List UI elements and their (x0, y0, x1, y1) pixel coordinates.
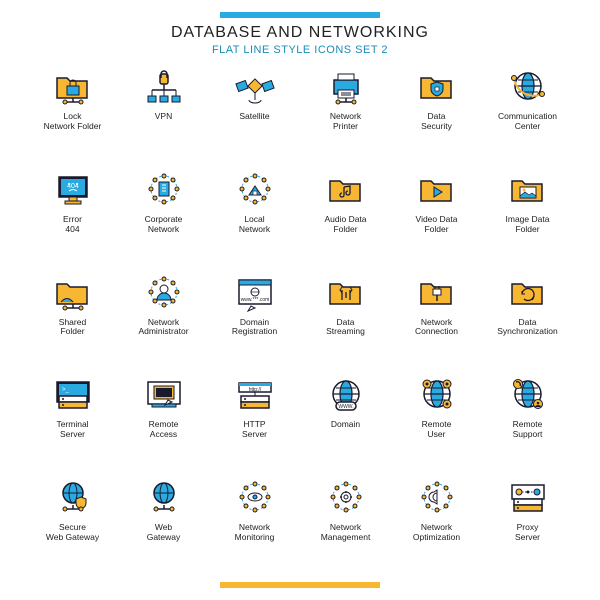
icon-label: Error 404 (63, 215, 82, 235)
icon-cell: Lock Network Folder (30, 66, 115, 163)
icon-label: Lock Network Folder (44, 112, 102, 132)
bottom-accent-bar (220, 582, 380, 588)
http-server-icon (231, 374, 279, 418)
video-data-folder-icon (413, 169, 461, 213)
icon-cell: Network Optimization (394, 477, 479, 574)
network-optimization-icon (413, 477, 461, 521)
remote-user-icon (413, 374, 461, 418)
icon-cell: Communication Center (485, 66, 570, 163)
local-network-icon (231, 169, 279, 213)
icon-label: Domain (331, 420, 360, 430)
icon-cell: Web Gateway (121, 477, 206, 574)
icon-cell: Image Data Folder (485, 169, 570, 266)
icon-cell: Audio Data Folder (303, 169, 388, 266)
network-administrator-icon (140, 272, 188, 316)
icon-cell: Data Streaming (303, 272, 388, 369)
image-data-folder-icon (504, 169, 552, 213)
icon-cell: Video Data Folder (394, 169, 479, 266)
icon-cell: Satellite (212, 66, 297, 163)
remote-access-icon (140, 374, 188, 418)
icon-label: Proxy Server (515, 523, 540, 543)
icon-cell: Shared Folder (30, 272, 115, 369)
audio-data-folder-icon (322, 169, 370, 213)
network-connection-icon (413, 272, 461, 316)
page-subtitle: FLAT LINE STYLE ICONS SET 2 (212, 44, 388, 56)
icon-cell: Secure Web Gateway (30, 477, 115, 574)
icon-label: Secure Web Gateway (46, 523, 99, 543)
icon-label: Shared Folder (59, 318, 86, 338)
network-printer-icon (322, 66, 370, 110)
icon-cell: Terminal Server (30, 374, 115, 471)
icon-grid: Lock Network Folder VPN Satellite Network P… (30, 66, 570, 574)
icon-cell: Network Printer (303, 66, 388, 163)
icon-cell: Error 404 (30, 169, 115, 266)
icon-label: Data Security (421, 112, 452, 132)
icon-cell: Data Synchronization (485, 272, 570, 369)
corporate-network-icon (140, 169, 188, 213)
icon-label: Network Management (321, 523, 371, 543)
network-monitoring-icon (231, 477, 279, 521)
top-accent-bar (220, 12, 380, 18)
icon-label: Video Data Folder (416, 215, 458, 235)
web-gateway-icon (140, 477, 188, 521)
icon-label: Communication Center (498, 112, 557, 132)
icon-label: Image Data Folder (506, 215, 550, 235)
icon-label: HTTP Server (242, 420, 267, 440)
terminal-server-icon (49, 374, 97, 418)
icon-cell: Network Connection (394, 272, 479, 369)
error-404-icon (49, 169, 97, 213)
icon-cell: Domain (303, 374, 388, 471)
icon-label: Network Administrator (138, 318, 188, 338)
icon-cell: Local Network (212, 169, 297, 266)
icon-cell: Remote User (394, 374, 479, 471)
lock-network-folder-icon (49, 66, 97, 110)
icon-label: Corporate Network (145, 215, 183, 235)
icon-label: Domain Registration (232, 318, 277, 338)
network-management-icon (322, 477, 370, 521)
icon-label: Network Printer (330, 112, 361, 132)
data-synchronization-icon (504, 272, 552, 316)
icon-label: Network Monitoring (235, 523, 275, 543)
remote-support-icon (504, 374, 552, 418)
icon-cell: Network Management (303, 477, 388, 574)
vpn-icon (140, 66, 188, 110)
icon-label: Data Streaming (326, 318, 365, 338)
icon-set-page: DATABASE AND NETWORKING FLAT LINE STYLE … (0, 0, 600, 600)
icon-label: Web Gateway (147, 523, 181, 543)
icon-cell: Domain Registration (212, 272, 297, 369)
secure-web-gateway-icon (49, 477, 97, 521)
icon-label: Remote Access (149, 420, 179, 440)
icon-label: Audio Data Folder (324, 215, 366, 235)
domain-registration-icon (231, 272, 279, 316)
icon-cell: Remote Support (485, 374, 570, 471)
icon-cell: Remote Access (121, 374, 206, 471)
domain-icon (322, 374, 370, 418)
icon-label: Network Connection (415, 318, 458, 338)
data-streaming-icon (322, 272, 370, 316)
icon-label: Remote User (422, 420, 452, 440)
icon-cell: Network Monitoring (212, 477, 297, 574)
icon-label: VPN (155, 112, 172, 122)
icon-cell: Corporate Network (121, 169, 206, 266)
satellite-icon (231, 66, 279, 110)
icon-label: Remote Support (513, 420, 543, 440)
icon-cell: Data Security (394, 66, 479, 163)
page-title: DATABASE AND NETWORKING (171, 24, 429, 42)
icon-label: Terminal Server (56, 420, 88, 440)
icon-cell: VPN (121, 66, 206, 163)
icon-cell: Network Administrator (121, 272, 206, 369)
proxy-server-icon (504, 477, 552, 521)
icon-label: Data Synchronization (497, 318, 557, 338)
shared-folder-icon (49, 272, 97, 316)
icon-label: Satellite (239, 112, 269, 122)
data-security-icon (413, 66, 461, 110)
icon-label: Network Optimization (413, 523, 460, 543)
icon-cell: Proxy Server (485, 477, 570, 574)
icon-label: Local Network (239, 215, 270, 235)
communication-center-icon (504, 66, 552, 110)
icon-cell: HTTP Server (212, 374, 297, 471)
